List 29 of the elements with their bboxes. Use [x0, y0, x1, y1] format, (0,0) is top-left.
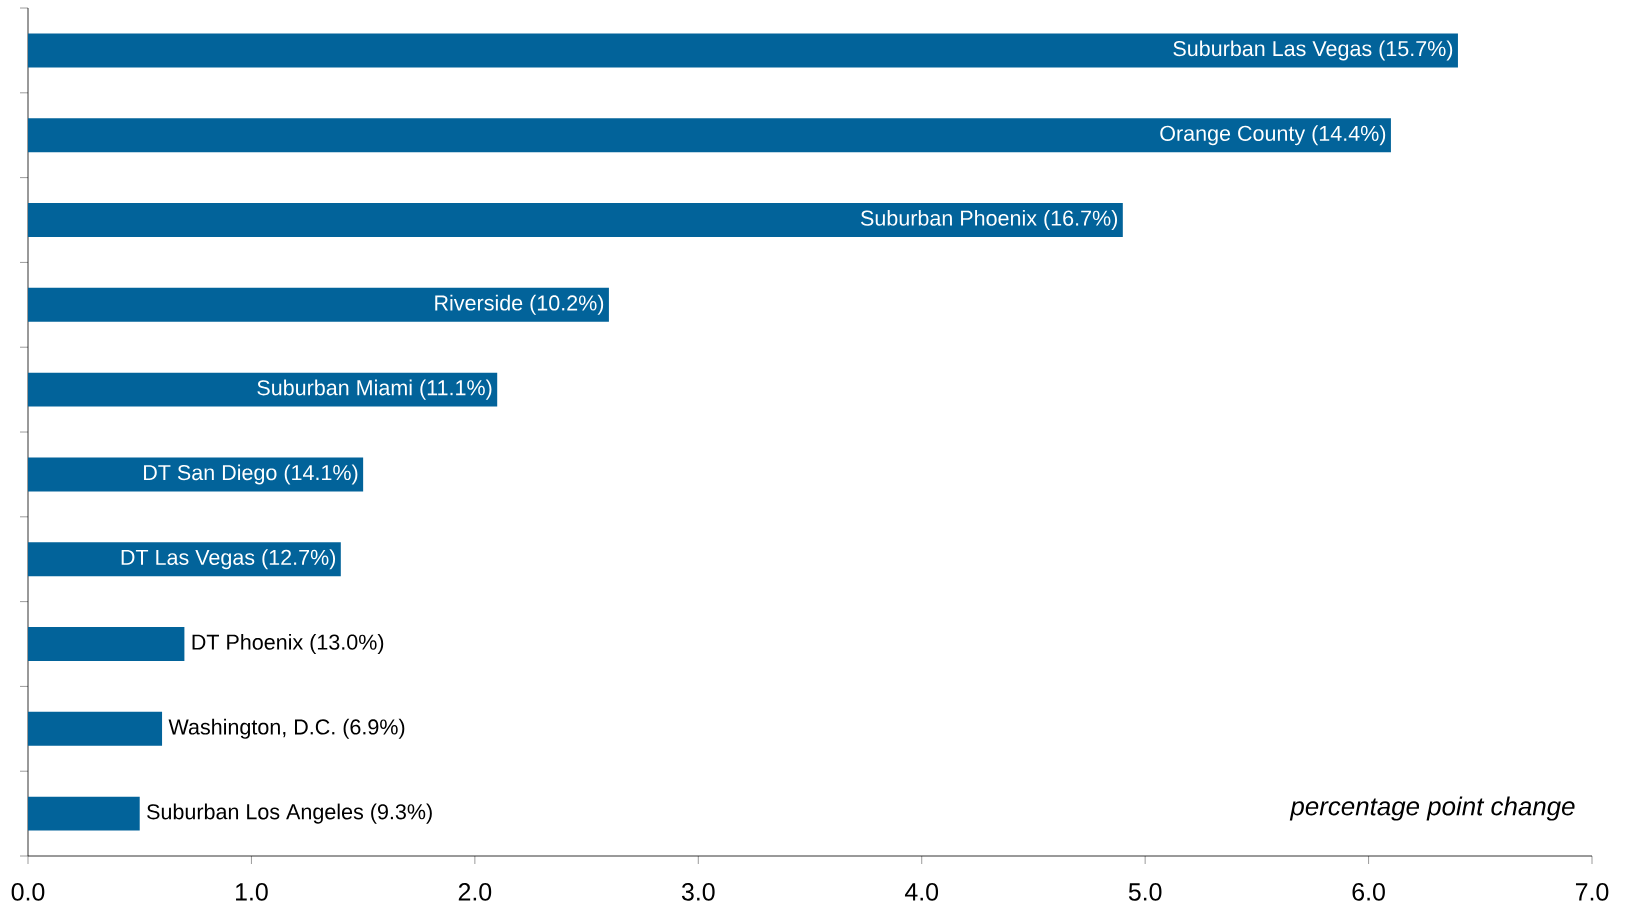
y-tick-label: Riverside (10.2%): [435, 294, 604, 315]
y-tick-label: DT Phoenix (13.0%): [192, 633, 384, 655]
x-tick-label: 6.0: [1352, 883, 1385, 901]
x-tick-label: 2.0: [458, 883, 492, 901]
bar: [28, 627, 185, 661]
y-tick-label: Suburban Phoenix (16.7%): [860, 209, 1118, 231]
bar: [28, 457, 364, 492]
y-tick-label: Suburban Las Vegas (15.7%): [1173, 40, 1453, 61]
y-tick-label: Suburban Los Angeles (9.3%): [147, 803, 432, 824]
bar: [28, 542, 341, 577]
x-tick-label: 3.0: [681, 883, 715, 901]
x-tick-label: 7.0: [1575, 883, 1609, 901]
bar: [28, 203, 1123, 237]
y-tick-label: Suburban Miami (11.1%): [257, 379, 492, 400]
annotation: percentage point change: [1289, 796, 1575, 821]
y-tick-label: Washington, D.C. (6.9%): [168, 718, 405, 739]
bar: [28, 372, 498, 407]
x-tick-label: 4.0: [904, 883, 939, 901]
bar: [28, 118, 1391, 153]
bar: [28, 33, 1458, 68]
y-tick-label: Orange County (14.4%): [1160, 125, 1386, 146]
bar: [28, 796, 140, 831]
y-tick-label: DT San Diego (14.1%): [144, 464, 358, 485]
bar: [28, 287, 609, 322]
x-tick-label: 0.0: [11, 883, 45, 901]
bar: [28, 711, 163, 746]
x-tick-label: 5.0: [1128, 883, 1162, 901]
x-tick-label: 1.0: [236, 883, 268, 901]
y-tick-label: DT Las Vegas (12.7%): [121, 549, 336, 570]
